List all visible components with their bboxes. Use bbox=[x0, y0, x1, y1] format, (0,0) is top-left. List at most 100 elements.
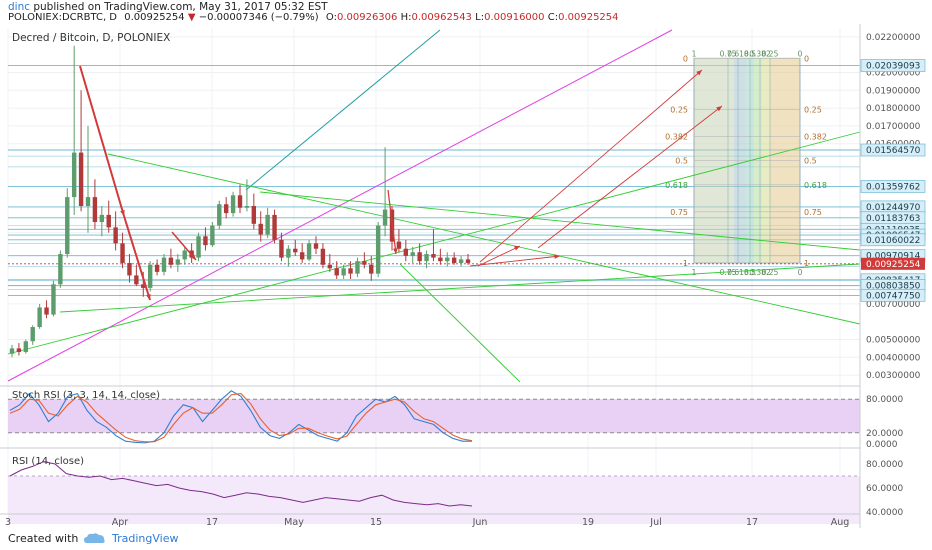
stoch-tick-2: 0.0000 bbox=[866, 440, 898, 450]
time-tick-1: Apr bbox=[112, 517, 129, 528]
candle-body-12 bbox=[92, 197, 98, 223]
level-badge-text-8: 0.00970914 bbox=[866, 252, 921, 262]
fib-fan-bottom-1: 0.75 bbox=[720, 268, 737, 277]
candle-body-28 bbox=[203, 236, 208, 246]
level-badge-7 bbox=[860, 233, 926, 247]
candle-body-0 bbox=[9, 348, 15, 354]
candle-body-53 bbox=[375, 225, 381, 274]
level-badge-2 bbox=[860, 180, 926, 193]
symbol-label[interactable]: POLONIEX:DCRBTC, D bbox=[8, 12, 118, 23]
chart-title: Decred / Bitcoin, D, POLONIEX bbox=[12, 32, 170, 44]
high-value: 0.00962543 bbox=[411, 12, 472, 23]
rsi-tick-2: 40.0000 bbox=[866, 508, 903, 518]
close-label: C: bbox=[547, 12, 559, 23]
candle-body-15 bbox=[113, 227, 118, 244]
stoch-tick-1: 20.0000 bbox=[866, 429, 903, 439]
stoch-band bbox=[8, 399, 860, 433]
footer-bar: Created with TradingView bbox=[0, 528, 932, 550]
level-badge-text-4: 0.01183763 bbox=[866, 214, 920, 224]
level-badge-text-10: 0.00803850 bbox=[866, 281, 921, 291]
low-value: 0.00916000 bbox=[484, 12, 545, 23]
fib-fan-top-0: 1 bbox=[692, 49, 697, 58]
candle-body-23 bbox=[168, 257, 174, 265]
time-tick-4: 15 bbox=[370, 517, 382, 528]
candle-body-3 bbox=[30, 327, 35, 342]
level-badge-text-11: 0.00747750 bbox=[866, 291, 921, 301]
price-tick-9: 0.00500000 bbox=[866, 336, 921, 346]
time-axis[interactable]: 3 Apr 17 May 15 Jun 19 Jul 17 Aug bbox=[0, 513, 860, 528]
teal-trendline bbox=[245, 29, 441, 191]
candle-body-1 bbox=[16, 348, 22, 352]
candle-body-13 bbox=[99, 214, 105, 223]
candle-body-18 bbox=[134, 275, 139, 285]
rsi-tick-1: 60.0000 bbox=[866, 484, 903, 494]
candle-body-54 bbox=[382, 209, 388, 226]
candle-body-34 bbox=[244, 206, 250, 208]
candle-body-30 bbox=[217, 204, 222, 226]
price-tick-0: 0.02200000 bbox=[866, 33, 921, 43]
fib-label-right-0: 0 bbox=[804, 54, 809, 63]
fib-fan-top-5: 0.25 bbox=[762, 49, 779, 58]
level-badge-text-2: 0.01359762 bbox=[866, 182, 920, 192]
green-falling-line bbox=[107, 153, 861, 325]
candle-body-25 bbox=[182, 250, 187, 260]
time-tick-6: 19 bbox=[582, 517, 594, 528]
candle-body-51 bbox=[362, 261, 367, 265]
arrow-proj-3 bbox=[479, 69, 703, 263]
candle-body-4 bbox=[37, 307, 42, 328]
candle-body-33 bbox=[237, 195, 243, 208]
candle-body-42 bbox=[299, 252, 305, 260]
candle-body-10 bbox=[78, 152, 84, 206]
candle-body-39 bbox=[279, 239, 284, 258]
close-value: 0.00925254 bbox=[558, 12, 619, 23]
arrow-spike-head bbox=[392, 248, 398, 254]
time-tick-9: Aug bbox=[831, 517, 850, 528]
candle-body-45 bbox=[320, 248, 326, 265]
time-tick-8: 17 bbox=[746, 517, 758, 528]
candlesticks bbox=[9, 45, 471, 358]
candle-body-37 bbox=[265, 214, 270, 235]
author-name[interactable]: dinc bbox=[8, 1, 31, 13]
arrow-spike bbox=[387, 189, 397, 255]
candle-body-20 bbox=[147, 264, 153, 288]
candle-body-61 bbox=[431, 254, 436, 258]
fib-label-right-5: 0.75 bbox=[804, 208, 822, 217]
tradingview-brand[interactable]: TradingView bbox=[112, 532, 179, 545]
candle-body-6 bbox=[51, 284, 56, 315]
level-badge-0 bbox=[860, 59, 926, 72]
chart-header: dinc published on TradingView.com, May 3… bbox=[0, 0, 932, 24]
stoch-d-line bbox=[9, 393, 473, 443]
pane-backgrounds bbox=[0, 385, 860, 524]
arrow-drop-1-head bbox=[120, 210, 125, 216]
candle-body-64 bbox=[451, 257, 457, 263]
level-badge-11 bbox=[860, 289, 926, 302]
arrow-proj-4 bbox=[469, 255, 561, 267]
candle-body-62 bbox=[438, 257, 443, 262]
price-axis[interactable]: 0.02200000 0.02000000 0.01900000 0.01800000… bbox=[859, 24, 926, 528]
stoch-rsi-pane: Stoch RSI (3, 3, 14, 14, close) bbox=[9, 390, 473, 444]
candle-body-7 bbox=[58, 254, 63, 285]
fib-fan-bottom-2: 0.618 bbox=[727, 268, 749, 277]
fib-label-right-1: 0.25 bbox=[804, 105, 822, 114]
candle-body-16 bbox=[120, 243, 125, 263]
current-price-text: 0.00925254 bbox=[866, 260, 921, 270]
arrow-proj-2 bbox=[537, 105, 723, 249]
candle-body-19 bbox=[141, 284, 146, 288]
fib-label-right-4: 0.618 bbox=[804, 181, 827, 190]
fib-label-left-4: 0.618 bbox=[665, 181, 688, 190]
fib-label-right-3: 0.5 bbox=[804, 157, 817, 166]
fib-label-left-2: 0.382 bbox=[665, 132, 688, 141]
candle-body-47 bbox=[334, 268, 339, 276]
arrow-drawings bbox=[79, 65, 723, 301]
price-tick-3: 0.01800000 bbox=[866, 104, 921, 114]
green-steep-line bbox=[399, 263, 521, 383]
price-tick-8: 0.00700000 bbox=[866, 300, 921, 310]
candle-body-38 bbox=[272, 214, 277, 240]
arrow-proj-3-head bbox=[696, 70, 702, 76]
tradingview-cloud-icon bbox=[84, 533, 105, 543]
green-resistance-line bbox=[259, 191, 861, 251]
arrow-proj-1 bbox=[477, 245, 521, 267]
level-badge-text-7: 0.01060022 bbox=[866, 236, 920, 246]
